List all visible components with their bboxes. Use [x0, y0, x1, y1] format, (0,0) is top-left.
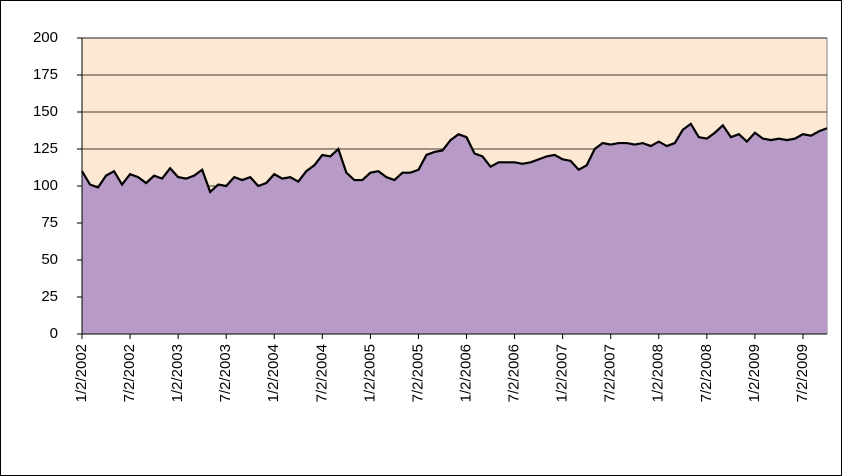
y-tick-label: 200	[33, 29, 58, 46]
x-tick-label: 7/2/2007	[602, 344, 619, 402]
x-tick-label: 7/2/2008	[698, 344, 715, 402]
x-tick-label: 1/2/2005	[361, 344, 378, 402]
y-tick-label: 150	[33, 103, 58, 120]
y-tick-label: 50	[41, 251, 58, 268]
x-tick-label: 1/2/2007	[554, 344, 571, 402]
y-tick-label: 75	[41, 214, 58, 231]
x-tick-label: 1/2/2002	[73, 344, 90, 402]
line	[81, 122, 828, 194]
y-tick-label: 100	[33, 177, 58, 194]
x-tick-label: 1/2/2006	[457, 344, 474, 402]
y-tick-label: 0	[50, 325, 58, 342]
x-tick-label: 1/2/2003	[169, 344, 186, 402]
x-tick-label: 7/2/2005	[409, 344, 426, 402]
y-tick-label: 125	[33, 140, 58, 157]
x-tick-label: 7/2/2003	[217, 344, 234, 402]
y-tick-label: 25	[41, 288, 58, 305]
x-tick-label: 1/2/2009	[746, 344, 763, 402]
x-tick-label: 7/2/2004	[313, 344, 330, 402]
area	[82, 123, 827, 334]
x-tick-label: 1/2/2004	[265, 344, 282, 402]
x-tick-label: 7/2/2002	[121, 344, 138, 402]
y-tick-label: 175	[33, 66, 58, 83]
x-tick-label: 7/2/2006	[506, 344, 523, 402]
x-tick-label: 1/2/2008	[650, 344, 667, 402]
x-tick-label: 7/2/2009	[794, 344, 811, 402]
